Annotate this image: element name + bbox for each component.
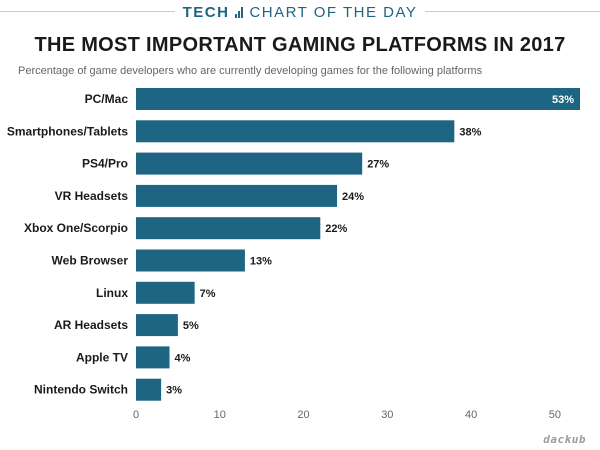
- bar-4: [136, 217, 321, 240]
- data-label-8: 4%: [175, 352, 191, 364]
- x-tick-label-0: 0: [133, 409, 139, 421]
- category-label-7: AR Headsets: [54, 318, 128, 332]
- data-label-3: 24%: [342, 191, 364, 203]
- bar-7: [136, 314, 178, 337]
- category-label-6: Linux: [96, 286, 128, 300]
- header-rule-left: [0, 11, 180, 12]
- brand-lockup: TECH CHART OF THE DAY: [174, 3, 426, 21]
- brand-tagline: CHART OF THE DAY: [249, 3, 418, 21]
- category-label-2: PS4/Pro: [82, 157, 128, 171]
- data-label-9: 3%: [166, 385, 182, 397]
- bar-9: [136, 378, 162, 401]
- bar-chart-icon: [235, 6, 244, 18]
- bar-1: [136, 120, 455, 143]
- data-label-4: 22%: [325, 223, 347, 235]
- chart-subtitle: Percentage of game developers who are cu…: [18, 65, 483, 77]
- category-label-3: VR Headsets: [55, 189, 129, 203]
- bar-6: [136, 281, 195, 304]
- category-label-8: Apple TV: [76, 350, 128, 364]
- x-tick-label-5: 50: [549, 409, 561, 421]
- x-tick-label-3: 30: [381, 409, 393, 421]
- category-label-4: Xbox One/Scorpio: [24, 221, 128, 235]
- bar-2: [136, 152, 363, 175]
- category-label-5: Web Browser: [52, 254, 129, 268]
- bar-0: [136, 88, 580, 110]
- data-label-2: 27%: [367, 159, 389, 171]
- category-label-1: Smartphones/Tablets: [7, 124, 128, 138]
- bar-5: [136, 249, 245, 272]
- x-tick-label-2: 20: [297, 409, 309, 421]
- data-label-6: 7%: [200, 288, 216, 300]
- header-bar: TECH CHART OF THE DAY: [0, 0, 600, 24]
- x-tick-label-4: 40: [465, 409, 477, 421]
- data-label-7: 5%: [183, 320, 199, 332]
- header-rule-right: [420, 11, 600, 12]
- brand-name: TECH: [182, 3, 230, 21]
- data-label-1: 38%: [459, 126, 481, 138]
- category-label-0: PC/Mac: [85, 92, 129, 106]
- data-label-0: 53%: [552, 94, 574, 106]
- x-tick-label-1: 10: [214, 409, 226, 421]
- source-logo: dackub: [543, 433, 586, 446]
- category-label-9: Nintendo Switch: [34, 383, 128, 397]
- chart-title: THE MOST IMPORTANT GAMING PLATFORMS IN 2…: [34, 34, 566, 56]
- bar-3: [136, 184, 338, 207]
- data-label-5: 13%: [250, 256, 272, 268]
- bar-8: [136, 346, 170, 369]
